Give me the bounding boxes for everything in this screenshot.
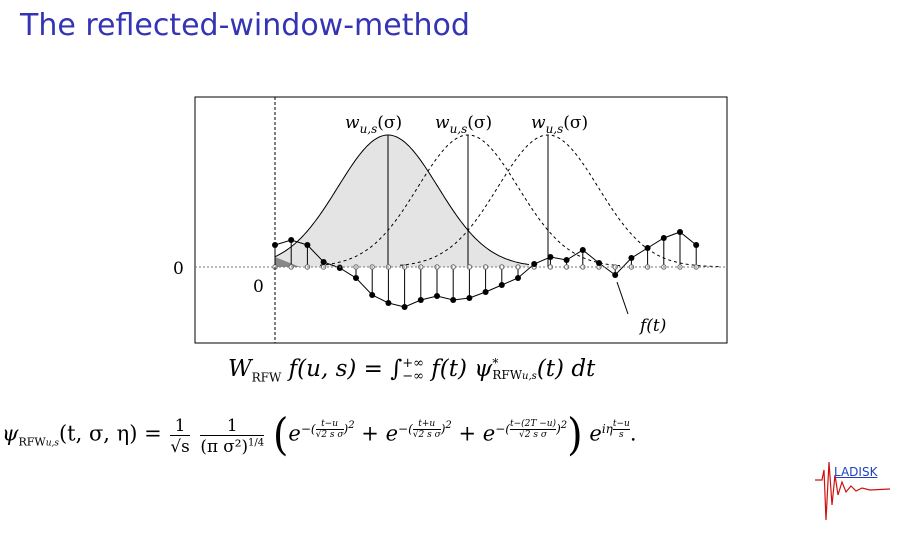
- window-label: wu,s(σ): [435, 113, 492, 136]
- signal-curve: [274, 231, 697, 308]
- window-fill: [275, 135, 530, 267]
- window-curve: [274, 134, 530, 265]
- logo-mark: [815, 461, 891, 521]
- zero-axis-label: 0: [173, 259, 184, 279]
- signal-label: f(t): [638, 316, 666, 336]
- reflected-window: [275, 257, 300, 267]
- slide-title: The reflected-window-method: [20, 8, 470, 43]
- plot-frame: [194, 96, 728, 344]
- window-formula: ψRFWu,s(t, σ, η) = 1 √s 1 (π σ²)1/4 (e−(t−…: [2, 409, 637, 461]
- zero-time-label: 0: [253, 277, 264, 297]
- window-label: wu,s(σ): [345, 113, 402, 136]
- window-curve-dashed: [399, 134, 720, 268]
- logo-text: LADISK: [834, 465, 878, 479]
- signal-pointer: [616, 281, 629, 315]
- transform-formula: WRFW f(u, s) = ∫ +∞ −∞ f(t) ψ * RFWu,s (t) dt: [228, 356, 596, 385]
- window-label: wu,s(σ): [531, 113, 588, 136]
